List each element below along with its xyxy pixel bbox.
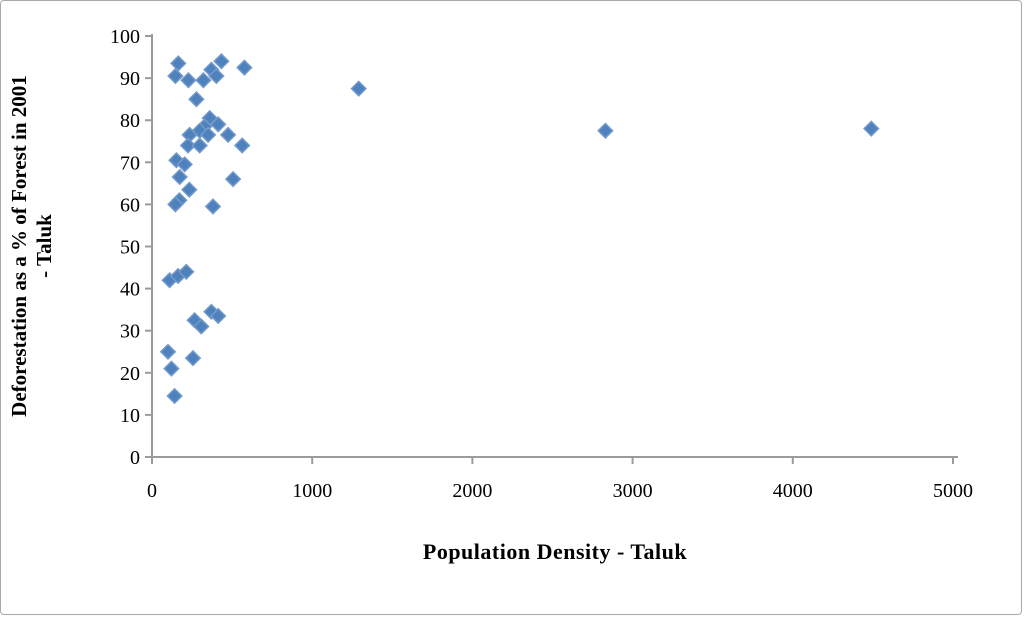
x-axis-title: Population Density - Taluk <box>422 539 688 564</box>
y-tick-label: 20 <box>120 363 140 385</box>
y-axis-title: Deforestation as a % of Forest in 2001 -… <box>7 14 59 478</box>
x-tick-label: 5000 <box>933 480 973 502</box>
x-tick-label: 4000 <box>773 480 813 502</box>
x-tick-label: 2000 <box>452 480 492 502</box>
data-point <box>166 387 183 405</box>
data-point <box>188 90 205 108</box>
data-point <box>171 168 188 186</box>
y-tick-label: 60 <box>120 194 140 216</box>
data-point <box>597 122 614 139</box>
data-point <box>167 67 184 85</box>
data-point <box>209 307 227 325</box>
data-point <box>199 126 217 144</box>
data-point <box>195 71 212 89</box>
y-tick-label: 100 <box>110 26 140 48</box>
data-point <box>179 137 197 154</box>
data-point <box>224 170 242 188</box>
y-tick-label: 10 <box>120 405 140 427</box>
y-tick-label: 0 <box>130 447 140 469</box>
x-tick-label: 0 <box>147 480 157 502</box>
data-point <box>863 120 880 137</box>
y-tick-label: 80 <box>120 110 140 132</box>
data-point <box>191 137 208 154</box>
data-point <box>219 126 237 144</box>
data-point <box>208 67 225 85</box>
data-point <box>167 196 184 213</box>
y-axis-title-line2: - Taluk <box>32 214 56 278</box>
data-point <box>163 360 180 377</box>
data-point <box>209 116 227 133</box>
y-tick-label: 40 <box>120 279 140 301</box>
data-point <box>178 263 195 281</box>
y-axis-title-line1: Deforestation as a % of Forest in 2001 <box>7 75 31 417</box>
data-point <box>233 137 251 154</box>
data-point <box>181 181 198 198</box>
data-point <box>213 53 230 70</box>
data-point <box>204 198 222 215</box>
data-point <box>236 59 253 76</box>
data-point <box>184 349 202 367</box>
x-tick-label: 3000 <box>613 480 653 502</box>
data-point <box>176 156 193 173</box>
y-tick-label: 50 <box>120 237 140 259</box>
data-point <box>159 343 177 360</box>
data-point <box>350 80 367 97</box>
y-tick-label: 30 <box>120 321 140 343</box>
x-tick-label: 1000 <box>292 480 332 502</box>
y-tick-label: 70 <box>120 152 140 174</box>
y-tick-label: 90 <box>120 68 140 90</box>
data-point <box>180 71 197 89</box>
data-point <box>170 55 187 72</box>
data-point <box>193 318 210 335</box>
